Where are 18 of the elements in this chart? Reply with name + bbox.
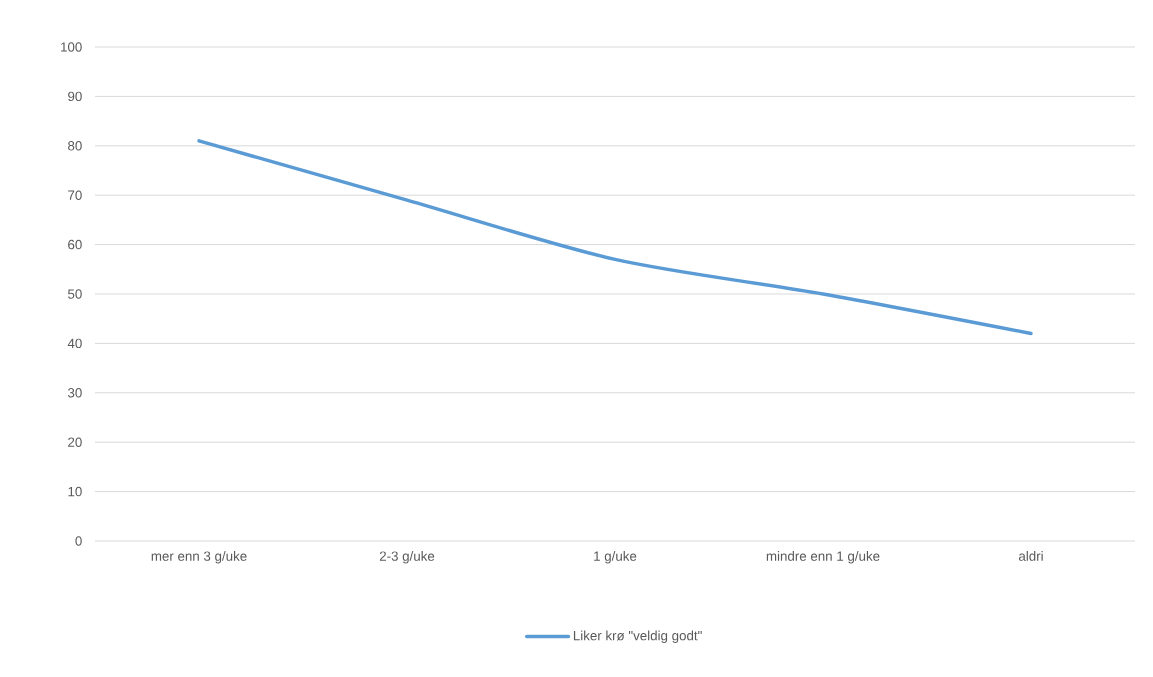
y-tick-label: 30 (67, 388, 82, 398)
y-tick-label: 40 (67, 338, 82, 349)
y-tick-label: 100 (61, 42, 82, 52)
y-tick-label: 10 (68, 486, 82, 497)
x-tick-label: 2-3 g/uke (379, 551, 435, 564)
x-tick-label: mindre enn 1 g/uke (766, 551, 880, 564)
line-series (197, 139, 1033, 336)
y-tick-label: 70 (68, 190, 82, 200)
y-tick-label: 80 (68, 141, 82, 151)
y-tick-label: 50 (68, 289, 82, 299)
y-tick-label: 90 (68, 91, 82, 102)
x-tick-label: mer enn 3 g/uke (151, 551, 247, 564)
y-tick-label: 60 (68, 239, 82, 250)
y-tick-label: 0 (75, 536, 82, 546)
x-tick-label: aldri (1018, 551, 1043, 561)
legend-label: Liker krø "veldig godt" (573, 630, 702, 643)
y-tick-label: 20 (68, 437, 82, 447)
x-tick-label: 1 g/uke (594, 551, 637, 564)
